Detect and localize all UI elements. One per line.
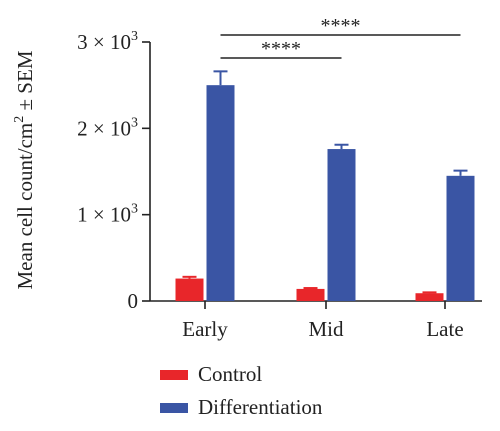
y-tick-label: 2 × 103 <box>77 115 138 140</box>
y-axis-title: Mean cell count/cm2 ± SEM <box>12 50 37 289</box>
y-axis-title-text: Mean cell count/cm2 ± SEM <box>12 50 37 289</box>
bar-differentiation-mid <box>327 149 356 301</box>
x-tick-label: Mid <box>308 317 344 341</box>
y-tick-label: 1 × 103 <box>77 202 138 227</box>
bar-control-mid <box>296 288 325 301</box>
x-tick-label: Late <box>426 317 463 341</box>
significance-label: **** <box>261 38 301 60</box>
legend-label: Control <box>198 362 262 386</box>
legend-swatch-differentiation <box>160 403 188 413</box>
bars <box>175 70 475 302</box>
bar-differentiation-late <box>446 175 475 301</box>
legend-label: Differentiation <box>198 395 323 419</box>
legend: Control Differentiation <box>160 362 323 419</box>
y-tick-label: 3 × 103 <box>77 29 138 54</box>
bar-control-late <box>415 293 444 301</box>
legend-swatch-control <box>160 370 188 380</box>
y-tick-label: 0 <box>128 289 139 313</box>
x-tick-label: Early <box>182 317 228 341</box>
bar-control-early <box>175 278 204 301</box>
significance-brackets: **** **** <box>220 15 461 60</box>
bar-differentiation-early <box>206 85 235 302</box>
significance-label: **** <box>321 15 361 37</box>
axes: 0 1 × 103 2 × 103 3 × 103 Early Mid Late <box>77 29 482 341</box>
